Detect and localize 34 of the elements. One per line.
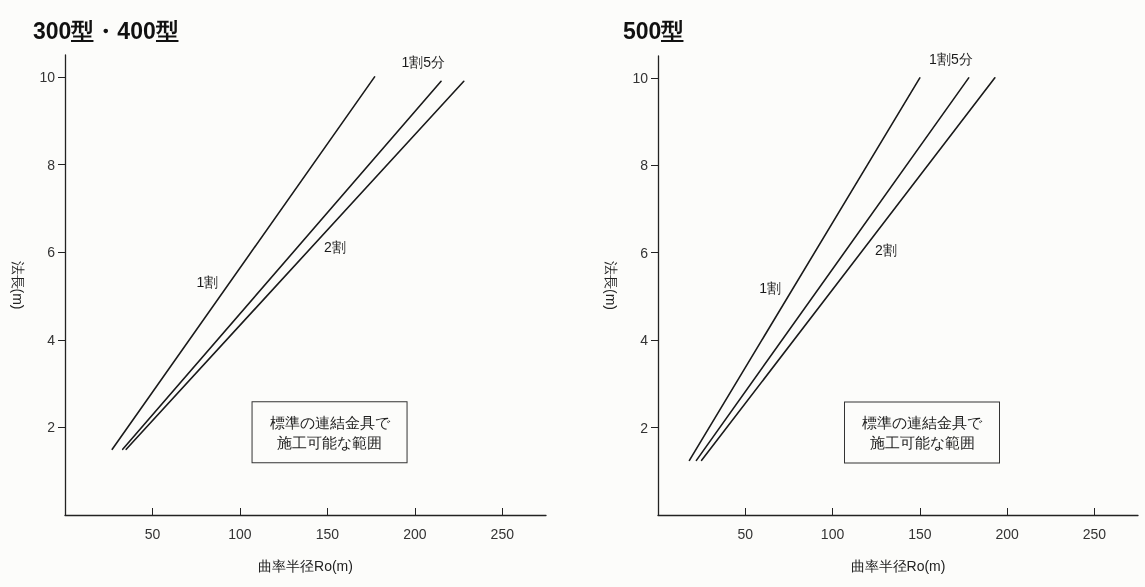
- y-tick-label: 4: [640, 332, 649, 349]
- chart-title: 500型: [623, 17, 685, 44]
- series-label: 1割: [759, 280, 782, 297]
- y-axis-title: 法長(m): [10, 260, 26, 310]
- x-axis-title: 曲率半径Ro(m): [258, 558, 353, 574]
- y-axis-title: 法長(m): [603, 261, 619, 310]
- x-tick-label: 50: [144, 526, 161, 542]
- x-tick-label: 200: [403, 526, 427, 542]
- x-tick-label: 100: [820, 526, 845, 542]
- y-tick-label: 10: [39, 68, 56, 85]
- x-tick-label: 50: [737, 526, 754, 542]
- x-tick-label: 100: [228, 526, 252, 542]
- y-tick-label: 8: [47, 156, 56, 173]
- annotation: 標準の連結金具で施工可能な範囲: [862, 413, 983, 451]
- x-tick-label: 150: [908, 526, 932, 542]
- series-label: 1割: [196, 273, 219, 290]
- x-axis-title: 曲率半径Ro(m): [850, 558, 946, 574]
- y-tick-label: 2: [640, 419, 649, 436]
- series-label: 1割5分: [401, 54, 446, 71]
- y-tick-label: 8: [640, 157, 649, 174]
- annotation: 標準の連結金具で施工可能な範囲: [269, 413, 391, 451]
- x-tick-label: 200: [995, 526, 1019, 542]
- x-tick-label: 250: [1082, 526, 1107, 542]
- series-label: 2割: [874, 241, 897, 258]
- y-tick-label: 10: [632, 69, 649, 86]
- x-tick-label: 150: [315, 526, 340, 542]
- y-tick-label: 6: [47, 244, 56, 261]
- y-tick-label: 4: [47, 331, 56, 348]
- y-tick-label: 2: [47, 419, 56, 436]
- series-label: 1割5分: [929, 50, 973, 67]
- series-label: 2割: [323, 238, 346, 255]
- x-tick-label: 250: [490, 526, 515, 542]
- y-tick-label: 6: [640, 244, 649, 261]
- chart-title: 300型・400型: [33, 17, 179, 44]
